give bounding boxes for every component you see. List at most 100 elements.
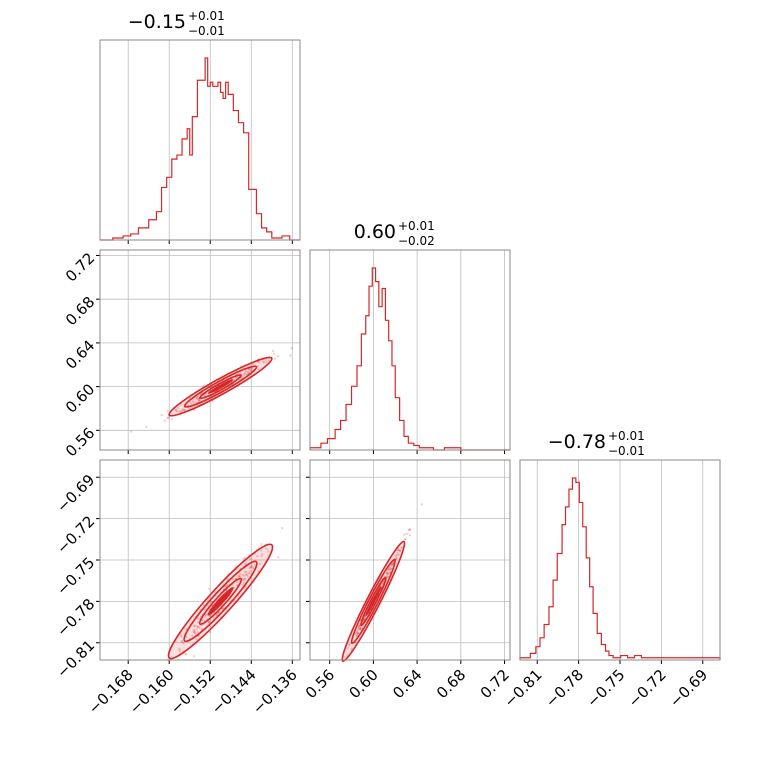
sample-point (272, 352, 276, 356)
sample-point (398, 549, 402, 552)
sample-point (360, 627, 363, 631)
sample-point (396, 551, 399, 555)
sample-point (385, 572, 388, 576)
histogram-2 (519, 477, 721, 660)
x-tick-label: −0.136 (249, 666, 301, 718)
sample-point (404, 538, 408, 541)
sample-point (190, 402, 193, 405)
sample-point (388, 568, 392, 571)
sample-point (177, 409, 180, 413)
panel-pair-2_1 (306, 459, 511, 664)
x-tick-label: −0.152 (167, 666, 219, 718)
y-tick-label: 0.56 (62, 424, 98, 460)
sample-point (397, 553, 401, 556)
sample-point (396, 548, 400, 552)
x-tick-label: −0.81 (500, 666, 545, 711)
sample-point (244, 562, 248, 565)
sample-point (196, 617, 200, 620)
sample-point (145, 425, 148, 429)
sample-point (400, 546, 403, 549)
sample-point (386, 568, 390, 572)
sample-point (357, 624, 361, 628)
sample-point (387, 568, 390, 571)
sample-point (250, 565, 253, 569)
sample-point (226, 577, 229, 581)
y-tick-label: 0.68 (62, 293, 98, 329)
sample-point (238, 575, 241, 578)
sample-point (289, 354, 292, 357)
contour-core (207, 587, 234, 616)
sample-point (258, 562, 262, 565)
sample-point (358, 627, 362, 630)
sample-point (242, 373, 245, 376)
sample-point (248, 570, 251, 573)
y-tick-label: 0.64 (62, 337, 98, 373)
sample-point (198, 399, 201, 402)
param-title-2: −0.78 (548, 431, 606, 453)
sample-point (395, 557, 399, 560)
sample-point (250, 564, 254, 568)
sample-point (249, 557, 252, 560)
sample-point (398, 549, 401, 552)
frame-2 (519, 459, 721, 661)
sample-point (180, 635, 183, 638)
y-tick-label: 0.60 (62, 380, 98, 416)
sample-point (242, 579, 246, 582)
sample-point (166, 416, 169, 420)
contour-0 (360, 576, 387, 627)
sample-point (192, 628, 195, 631)
sample-point (243, 577, 246, 581)
sample-point (246, 572, 250, 575)
sample-point (242, 574, 246, 577)
sample-point (403, 533, 406, 536)
sample-point (253, 564, 257, 567)
sample-point (354, 633, 358, 636)
sample-point (398, 549, 402, 553)
sample-point (396, 553, 399, 557)
sample-point (182, 641, 185, 645)
sample-point (260, 554, 263, 558)
sample-point (290, 347, 293, 350)
sample-point (240, 583, 244, 586)
param-title-0: −0.15 (128, 11, 186, 33)
sample-point (360, 627, 363, 630)
sample-point (363, 616, 367, 619)
histogram-0 (100, 57, 300, 241)
sample-point (208, 587, 211, 591)
param-title-minus-1: −0.02 (398, 234, 435, 248)
sample-point (420, 503, 423, 506)
sample-point (179, 410, 182, 413)
y-tick-label: −0.72 (53, 512, 98, 557)
panel-hist-0: −0.15 +0.01−0.01 (99, 9, 301, 244)
sample-point (249, 367, 252, 371)
sample-point (394, 555, 397, 559)
sample-point (218, 610, 221, 614)
sample-point (196, 621, 199, 624)
sample-point (243, 371, 247, 374)
sample-point (242, 582, 246, 585)
sample-point (265, 361, 268, 364)
sample-point (363, 617, 366, 621)
sample-point (271, 349, 275, 353)
x-tick-label: −0.69 (666, 666, 711, 711)
sample-point (197, 397, 200, 400)
x-tick-label: 0.56 (302, 666, 338, 702)
sample-point (193, 631, 196, 634)
sample-point (185, 635, 188, 639)
sample-point (245, 370, 248, 373)
x-tick-label: −0.168 (85, 666, 137, 718)
sample-point (403, 537, 406, 541)
frame-1_0 (99, 249, 301, 451)
sample-point (391, 563, 394, 566)
sample-point (247, 368, 250, 371)
sample-point (348, 644, 351, 647)
frame-0 (99, 39, 301, 241)
sample-point (215, 613, 219, 617)
x-tick-label: −0.72 (625, 666, 670, 711)
sample-point (347, 643, 351, 646)
sample-point (196, 625, 199, 628)
sample-point (207, 620, 211, 624)
sample-point (281, 526, 284, 530)
sample-point (250, 369, 253, 373)
sample-point (358, 627, 361, 631)
